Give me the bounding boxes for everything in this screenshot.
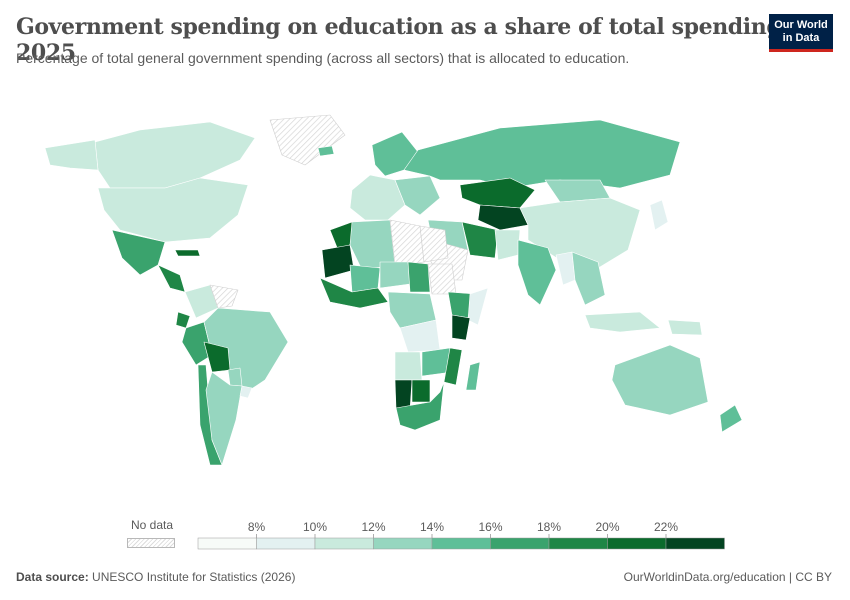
country-sudan[interactable] (427, 263, 457, 295)
country-china[interactable] (519, 197, 641, 271)
country-mexico[interactable] (111, 229, 166, 276)
legend-tick-label: 20% (595, 520, 619, 534)
country-pakistan[interactable] (494, 229, 521, 261)
country-algeria[interactable] (349, 219, 396, 271)
country-alaska[interactable] (44, 139, 99, 171)
legend-no-data-label: No data (130, 518, 174, 532)
legend-bin-12-14 (373, 537, 433, 550)
country-venezuela[interactable] (209, 284, 239, 309)
country-southeast-asia[interactable] (571, 251, 606, 306)
country-japan[interactable] (649, 199, 669, 231)
data-source-label: Data source: (16, 570, 89, 584)
world-map[interactable] (0, 80, 850, 510)
country-myanmar[interactable] (555, 251, 576, 286)
country-russia[interactable] (403, 119, 681, 189)
country-central-america[interactable] (157, 264, 186, 293)
country-central-asia[interactable] (477, 204, 529, 231)
country-paraguay[interactable] (227, 367, 243, 387)
legend-tick-label: 12% (361, 520, 385, 534)
logo-line-2: in Data (782, 32, 820, 44)
country-australia[interactable] (611, 344, 709, 416)
country-libya[interactable] (389, 219, 425, 266)
country-united-states[interactable] (97, 177, 249, 243)
country-mali[interactable] (349, 264, 381, 293)
country-indonesia[interactable] (584, 311, 661, 333)
legend-bin-10-12 (314, 537, 374, 550)
country-egypt[interactable] (419, 225, 449, 263)
country-somalia[interactable] (467, 287, 489, 326)
country-botswana[interactable] (411, 379, 431, 403)
owid-logo[interactable]: Our World in Data (769, 14, 833, 52)
legend-tick-label: 14% (420, 520, 444, 534)
country-canada[interactable] (94, 121, 256, 189)
footer-link[interactable]: OurWorldinData.org/education | CC BY (623, 570, 832, 584)
chart-title: Government spending on education as a sh… (16, 14, 789, 66)
country-west-africa[interactable] (319, 277, 389, 309)
color-legend: 8% 10% 12% 14% 16% 18% 20% 22% (197, 520, 725, 550)
country-new-zealand[interactable] (719, 404, 743, 433)
legend-tick-label: 8% (248, 520, 266, 534)
country-kenya[interactable] (451, 314, 471, 341)
legend-bin-6-8 (197, 537, 257, 550)
legend-bin-8-10 (256, 537, 316, 550)
country-mauritania[interactable] (321, 244, 355, 279)
country-greenland[interactable] (269, 114, 346, 166)
logo-line-1: Our World (774, 19, 828, 31)
legend-tick-label: 10% (303, 520, 327, 534)
country-western-europe[interactable] (349, 174, 406, 221)
chart-subtitle: Percentage of total general government s… (16, 50, 630, 66)
legend-tick-label: 18% (537, 520, 561, 534)
country-madagascar[interactable] (465, 361, 481, 391)
legend-tick-label: 16% (478, 520, 502, 534)
legend-bin-14-16 (431, 537, 491, 550)
country-caribbean[interactable] (174, 249, 201, 257)
country-ecuador[interactable] (175, 311, 191, 329)
country-eastern-europe[interactable] (394, 175, 441, 216)
legend-bin-18-20 (548, 537, 608, 550)
country-uruguay[interactable] (239, 385, 253, 399)
legend-no-data-swatch (127, 538, 175, 548)
legend-bin-20-22 (607, 537, 667, 550)
country-iran[interactable] (461, 221, 499, 259)
country-niger[interactable] (379, 261, 411, 289)
country-chad[interactable] (407, 261, 431, 293)
legend-bin-16-18 (490, 537, 550, 550)
country-argentina[interactable] (205, 371, 243, 466)
data-source-name: UNESCO Institute for Statistics (2026) (92, 570, 296, 584)
country-iceland[interactable] (317, 145, 335, 157)
legend-tick-label: 22% (654, 520, 678, 534)
country-india[interactable] (517, 239, 557, 306)
legend-bin-22-24 (665, 537, 725, 550)
country-papua-new-guinea[interactable] (667, 319, 703, 336)
country-mozambique[interactable] (443, 347, 463, 386)
country-peru[interactable] (181, 321, 213, 366)
country-south-africa[interactable] (395, 381, 445, 431)
data-source: Data source: UNESCO Institute for Statis… (16, 570, 295, 584)
country-angola[interactable] (394, 351, 423, 381)
